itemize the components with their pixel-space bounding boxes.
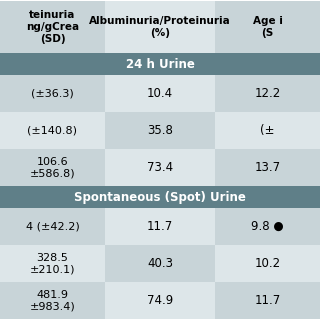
Bar: [0, 112, 105, 149]
Text: Spontaneous (Spot) Urine: Spontaneous (Spot) Urine: [74, 190, 246, 204]
Text: 328.5
±210.1): 328.5 ±210.1): [30, 253, 75, 274]
Text: 35.8: 35.8: [147, 124, 173, 137]
Text: (±: (±: [260, 124, 275, 137]
Bar: [0, 1, 105, 53]
Text: Albuminuria/Proteinuria
(%): Albuminuria/Proteinuria (%): [89, 16, 231, 38]
Text: 10.2: 10.2: [254, 257, 281, 270]
Bar: [105, 75, 215, 112]
Bar: [0, 208, 105, 245]
Text: (±140.8): (±140.8): [28, 125, 77, 135]
Text: teinuria
ng/gCrea
(SD): teinuria ng/gCrea (SD): [26, 10, 79, 44]
Bar: [105, 149, 215, 186]
Bar: [0, 186, 320, 208]
Bar: [105, 208, 215, 245]
Bar: [0, 149, 105, 186]
Bar: [105, 112, 215, 149]
Bar: [0, 53, 320, 75]
Bar: [215, 112, 320, 149]
Text: 11.7: 11.7: [147, 220, 173, 233]
Text: 106.6
±586.8): 106.6 ±586.8): [30, 157, 75, 178]
Bar: [0, 75, 105, 112]
Bar: [105, 245, 215, 282]
Text: 12.2: 12.2: [254, 87, 281, 100]
Bar: [215, 75, 320, 112]
Bar: [105, 1, 215, 53]
Text: 74.9: 74.9: [147, 294, 173, 307]
Text: 40.3: 40.3: [147, 257, 173, 270]
Bar: [105, 282, 215, 319]
Text: 9.8 ●: 9.8 ●: [251, 220, 284, 233]
Text: (±36.3): (±36.3): [31, 89, 74, 99]
Bar: [215, 149, 320, 186]
Bar: [215, 282, 320, 319]
Bar: [215, 1, 320, 53]
Bar: [0, 245, 105, 282]
Text: Age i
(S: Age i (S: [252, 16, 283, 38]
Text: 73.4: 73.4: [147, 161, 173, 174]
Bar: [215, 208, 320, 245]
Text: 10.4: 10.4: [147, 87, 173, 100]
Text: 481.9
±983.4): 481.9 ±983.4): [30, 290, 76, 311]
Text: 11.7: 11.7: [254, 294, 281, 307]
Bar: [0, 282, 105, 319]
Text: 13.7: 13.7: [254, 161, 281, 174]
Text: 4 (±42.2): 4 (±42.2): [26, 221, 79, 231]
Text: 24 h Urine: 24 h Urine: [125, 58, 195, 70]
Bar: [215, 245, 320, 282]
